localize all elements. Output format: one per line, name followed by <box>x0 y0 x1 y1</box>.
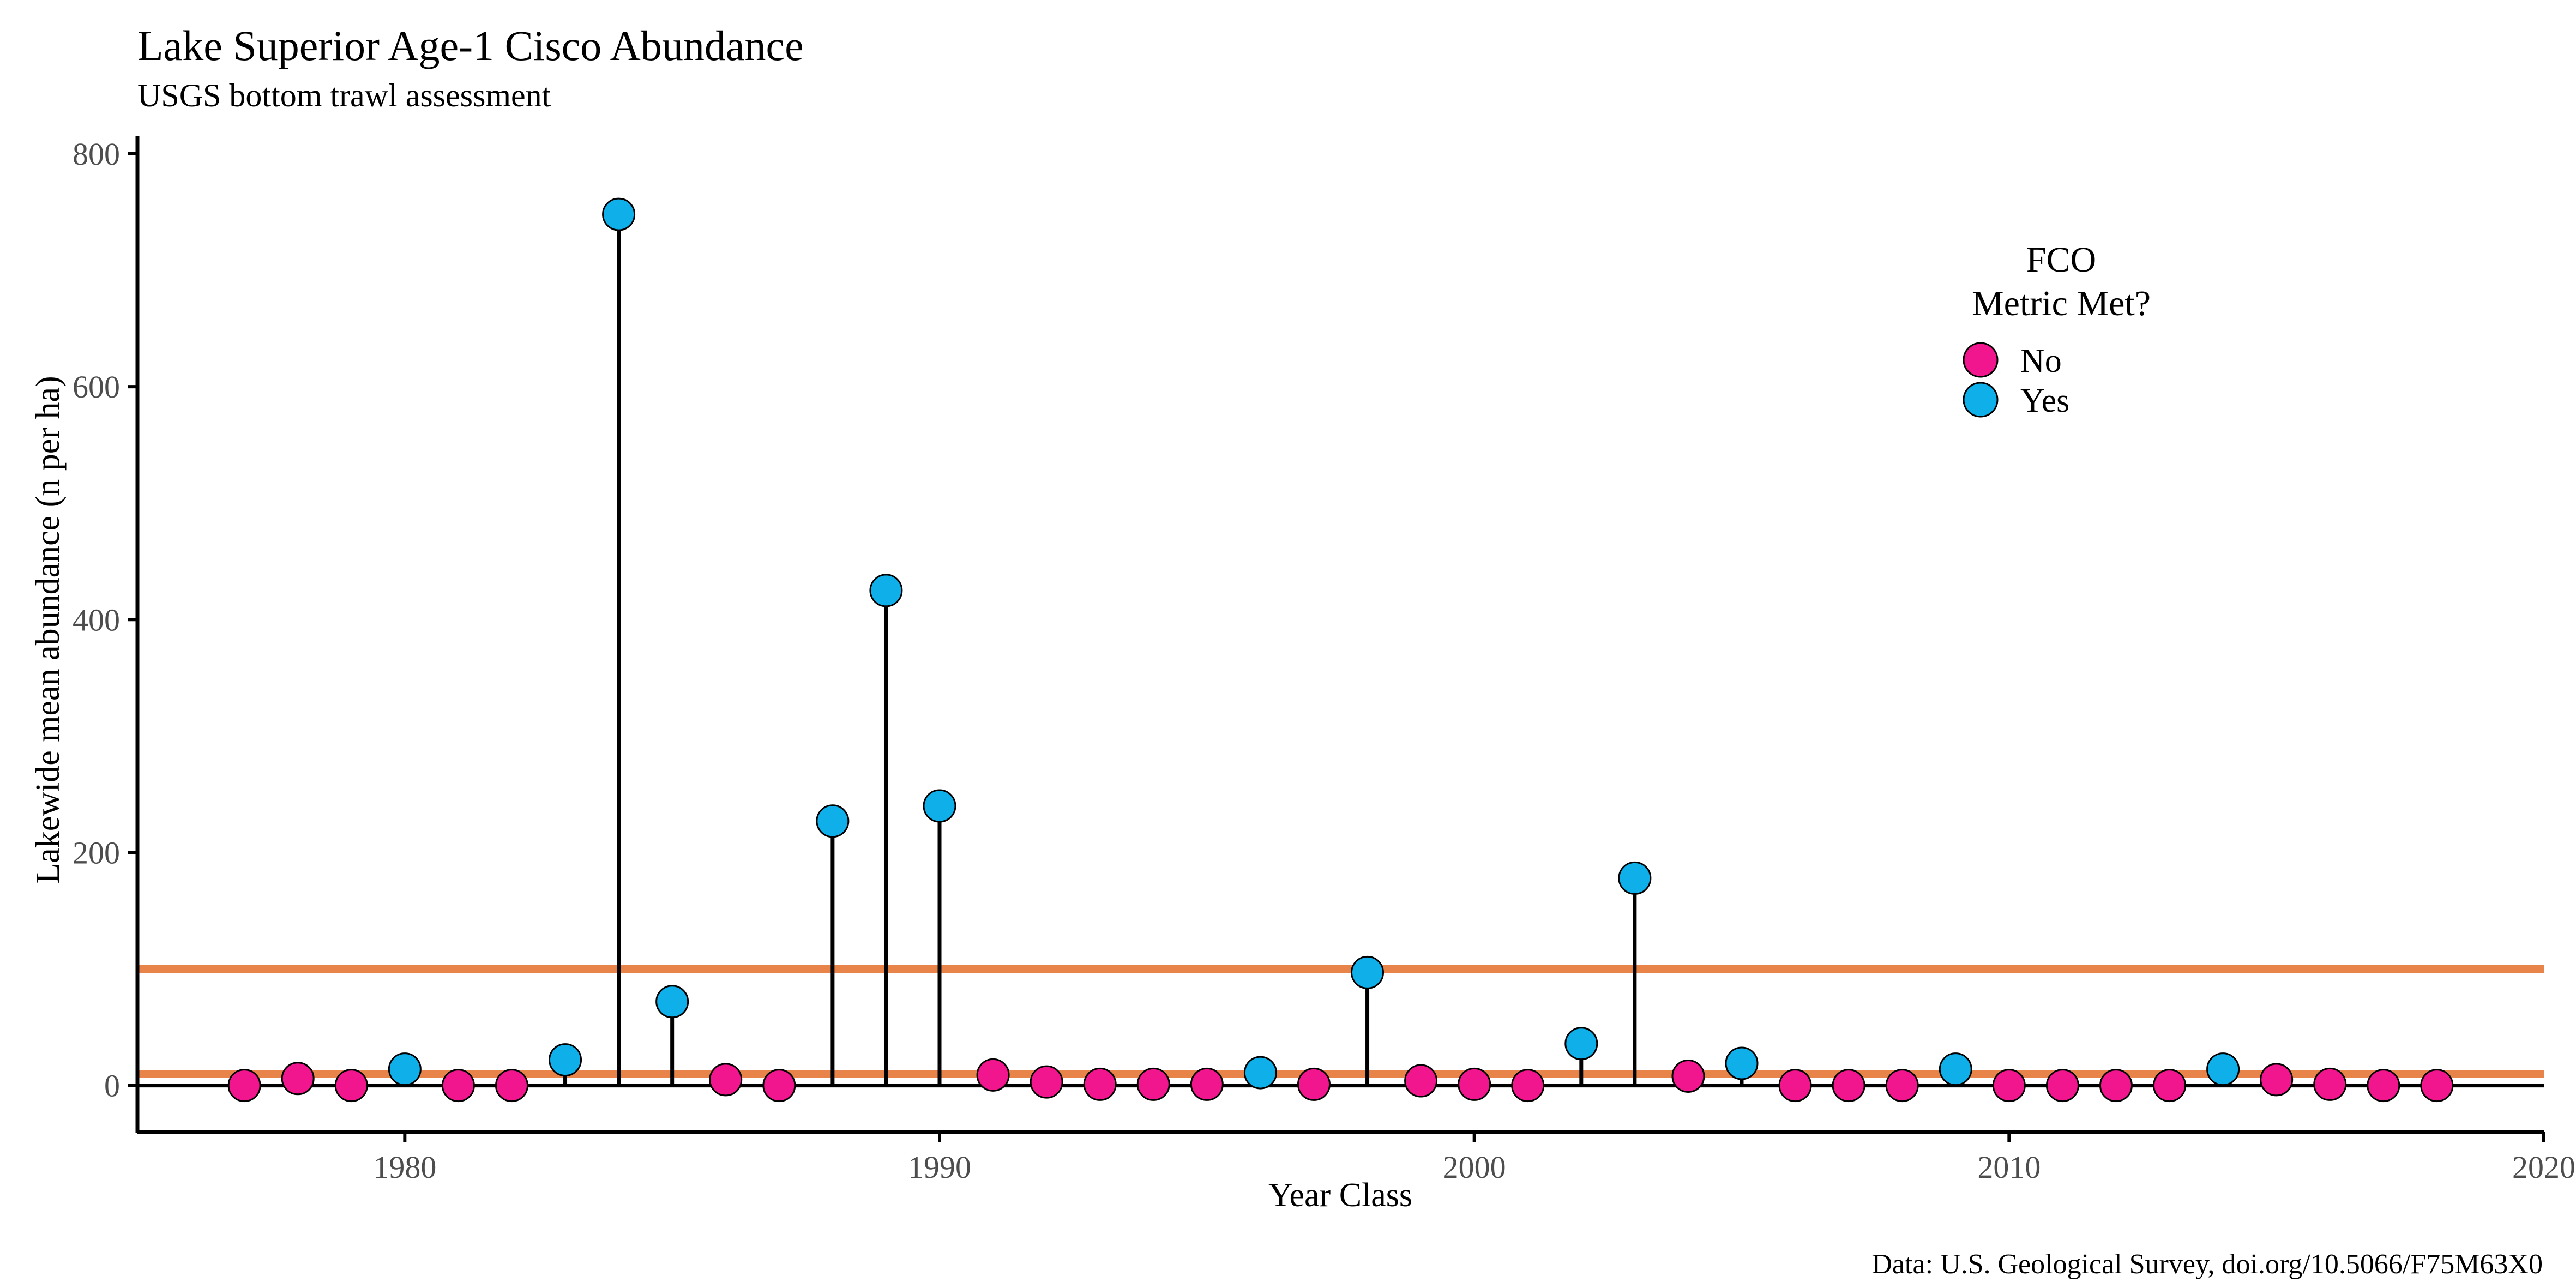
data-point <box>1832 1069 1865 1103</box>
legend-title-line1: FCO <box>2026 240 2096 280</box>
x-tick-label: 1980 <box>373 1149 436 1185</box>
y-tick-label: 600 <box>73 369 120 405</box>
legend-label-yes: Yes <box>2020 382 2069 419</box>
reference-lines <box>137 965 2544 1078</box>
data-point <box>227 1069 261 1103</box>
data-point <box>762 1069 796 1103</box>
data-point <box>709 1063 743 1097</box>
data-point <box>2206 1052 2240 1086</box>
y-axis-label: Lakewide mean abundance (n per ha) <box>29 376 67 883</box>
data-point <box>1030 1065 1063 1099</box>
chart-subtitle: USGS bottom trawl assessment <box>137 77 551 113</box>
axes <box>135 136 2544 1134</box>
data-point <box>334 1069 368 1103</box>
data-point <box>1243 1056 1277 1090</box>
chart-title: Lake Superior Age-1 Cisco Abundance <box>137 22 804 69</box>
x-axis-ticks: 1980 1990 2000 2010 2020 <box>373 1132 2575 1185</box>
data-point <box>1618 861 1652 895</box>
data-point <box>2260 1063 2294 1097</box>
data-point <box>1992 1069 2026 1103</box>
y-axis-ticks: 0 200 400 600 800 <box>73 136 137 1104</box>
data-point <box>1083 1067 1117 1101</box>
x-tick-label: 1990 <box>908 1149 971 1185</box>
data-point <box>2420 1069 2454 1103</box>
x-tick-label: 2010 <box>1977 1149 2041 1185</box>
data-point <box>1671 1059 1705 1093</box>
data-point <box>1190 1067 1224 1101</box>
data-point <box>869 574 903 607</box>
data-point <box>2313 1067 2347 1101</box>
data-point <box>1297 1067 1331 1101</box>
data-point <box>1351 955 1385 989</box>
data-point <box>1725 1046 1759 1080</box>
data-point <box>1778 1069 1812 1103</box>
x-tick-label: 2020 <box>2512 1149 2575 1185</box>
data-point <box>1136 1067 1170 1101</box>
y-tick-label: 200 <box>73 835 120 870</box>
data-point <box>1885 1069 1919 1103</box>
data-point <box>1564 1027 1598 1061</box>
data-point <box>281 1062 315 1096</box>
data-point <box>441 1069 475 1103</box>
y-tick-label: 0 <box>104 1068 120 1104</box>
legend-title-line2: Metric Met? <box>1972 284 2151 323</box>
y-tick-label: 800 <box>73 136 120 172</box>
data-point <box>1404 1064 1438 1098</box>
x-tick-label: 2000 <box>1443 1149 1506 1185</box>
lollipop-points <box>227 197 2454 1103</box>
data-point <box>388 1052 422 1086</box>
data-point <box>1511 1069 1545 1103</box>
data-point <box>2153 1069 2187 1103</box>
data-point <box>2045 1069 2079 1103</box>
data-point <box>923 789 956 823</box>
data-point <box>1458 1067 1491 1101</box>
legend-key-yes <box>1963 382 1999 418</box>
data-point <box>2099 1069 2133 1103</box>
data-point <box>816 804 850 838</box>
data-point <box>655 985 689 1019</box>
data-point <box>602 197 636 231</box>
x-axis-label: Year Class <box>1268 1177 1412 1214</box>
y-tick-label: 400 <box>73 602 120 637</box>
data-point <box>1939 1052 1972 1086</box>
chart-caption: Data: U.S. Geological Survey, doi.org/10… <box>1871 1249 2543 1280</box>
data-point <box>549 1043 582 1077</box>
data-point <box>976 1058 1010 1092</box>
data-point <box>495 1069 528 1103</box>
legend-label-no: No <box>2020 342 2062 380</box>
data-point <box>2367 1069 2400 1103</box>
legend: FCO Metric Met? No Yes <box>1963 240 2151 419</box>
legend-key-no <box>1963 342 1999 378</box>
